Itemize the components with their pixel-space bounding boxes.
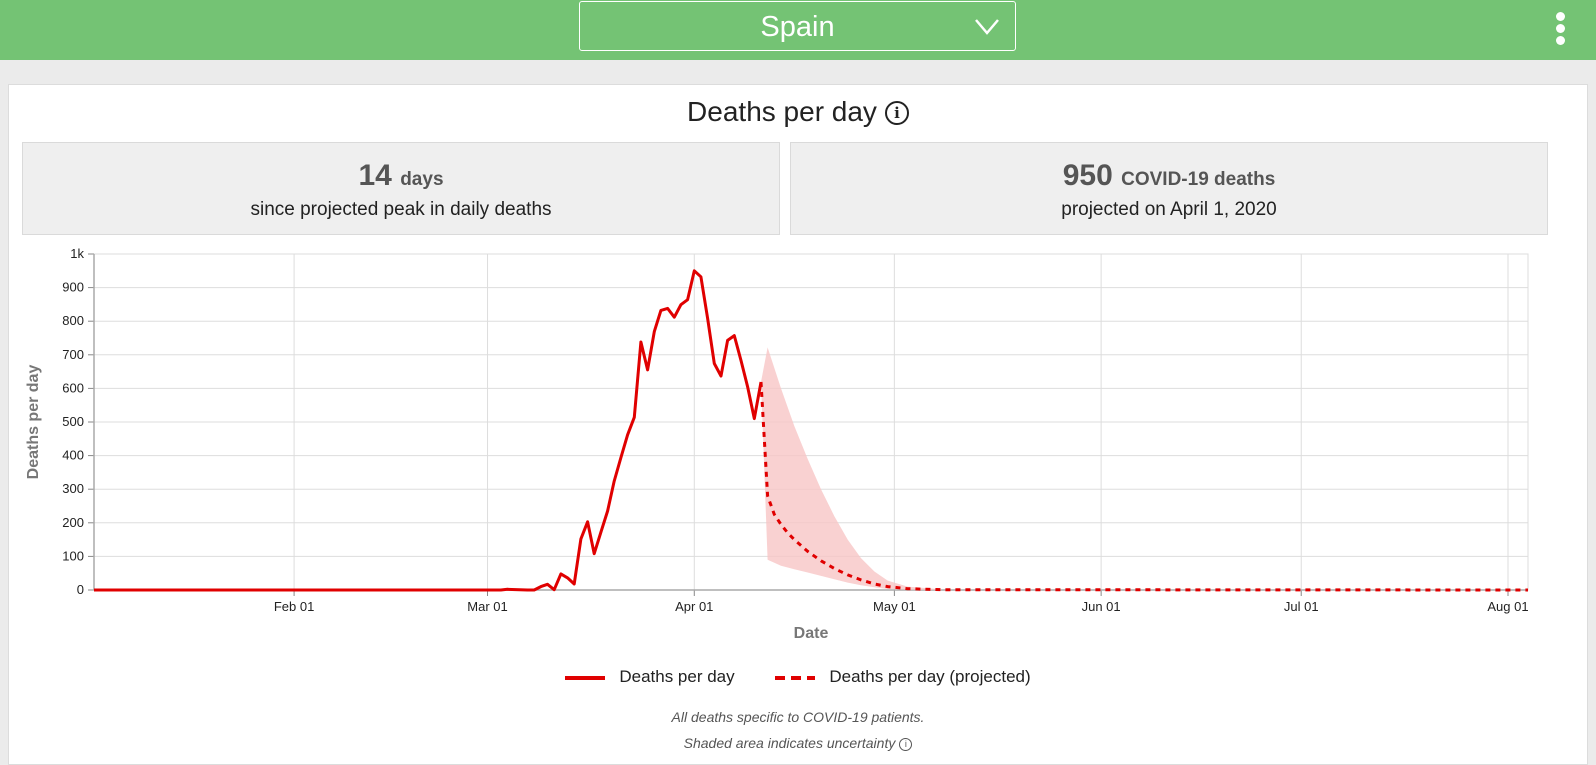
x-tick-label: Aug 01 — [1487, 599, 1528, 614]
x-tick-label: Jul 01 — [1284, 599, 1319, 614]
legend-label-projected: Deaths per day (projected) — [829, 667, 1031, 686]
y-tick-label: 500 — [62, 414, 84, 429]
legend-solid-swatch — [565, 675, 606, 680]
stat-days-value: 14 — [358, 159, 392, 192]
x-tick-label: Mar 01 — [467, 599, 507, 614]
chart-title: Deaths per day i — [0, 96, 1596, 128]
kebab-menu-icon[interactable] — [1556, 12, 1566, 46]
x-tick-label: Jun 01 — [1082, 599, 1121, 614]
note-uncertainty-text: Shaded area indicates uncertainty — [683, 735, 896, 751]
y-tick-label: 700 — [62, 347, 84, 362]
info-icon[interactable]: i — [899, 738, 913, 751]
x-tick-label: Feb 01 — [274, 599, 314, 614]
y-tick-label: 1k — [70, 246, 84, 261]
info-icon[interactable]: i — [884, 101, 909, 125]
stat-deaths-unit: COVID-19 deaths — [1121, 169, 1276, 190]
chevron-down-icon — [975, 19, 999, 35]
y-tick-label: 200 — [62, 515, 84, 530]
legend-item-actual[interactable]: Deaths per day — [565, 667, 735, 687]
uncertainty-band — [761, 347, 942, 590]
y-tick-label: 100 — [62, 548, 84, 563]
y-tick-label: 400 — [62, 448, 84, 463]
stat-days-since-peak: 14 days since projected peak in daily de… — [22, 142, 780, 235]
stat-days-unit: days — [400, 169, 444, 190]
y-tick-label: 600 — [62, 380, 84, 395]
x-tick-label: May 01 — [873, 599, 916, 614]
stat-projected-deaths: 950 COVID-19 deaths projected on April 1… — [790, 142, 1548, 235]
y-tick-label: 900 — [62, 280, 84, 295]
y-tick-label: 800 — [62, 313, 84, 328]
stat-deaths-caption: projected on April 1, 2020 — [1061, 199, 1277, 220]
note-uncertainty: Shaded area indicates uncertainty i — [0, 735, 1596, 751]
stat-days-caption: since projected peak in daily deaths — [250, 199, 552, 220]
legend-dashed-swatch — [775, 675, 816, 680]
chart-title-text: Deaths per day — [687, 96, 877, 127]
note-deaths-specific: All deaths specific to COVID-19 patients… — [671, 709, 925, 725]
series-line-actual — [94, 269, 763, 592]
x-tick-label: Apr 01 — [675, 599, 713, 614]
chart-legend: Deaths per day Deaths per day (projected… — [0, 667, 1596, 687]
deaths-chart: 0 100 200 300 400 500 600 700 800 900 1k Feb 01 Mar … — [25, 246, 1529, 642]
country-select[interactable]: Spain — [579, 1, 1016, 51]
y-tick-label: 0 — [77, 582, 84, 597]
country-select-label: Spain — [760, 11, 835, 43]
x-axis-title: Date — [794, 625, 829, 642]
y-tick-label: 300 — [62, 481, 84, 496]
y-axis-title: Deaths per day — [25, 365, 42, 480]
top-bar: Spain — [0, 0, 1596, 60]
stat-deaths-value: 950 — [1062, 159, 1113, 192]
legend-item-projected[interactable]: Deaths per day (projected) — [775, 667, 1031, 687]
legend-label-actual: Deaths per day — [619, 667, 735, 686]
series-line-projected — [759, 381, 1529, 592]
